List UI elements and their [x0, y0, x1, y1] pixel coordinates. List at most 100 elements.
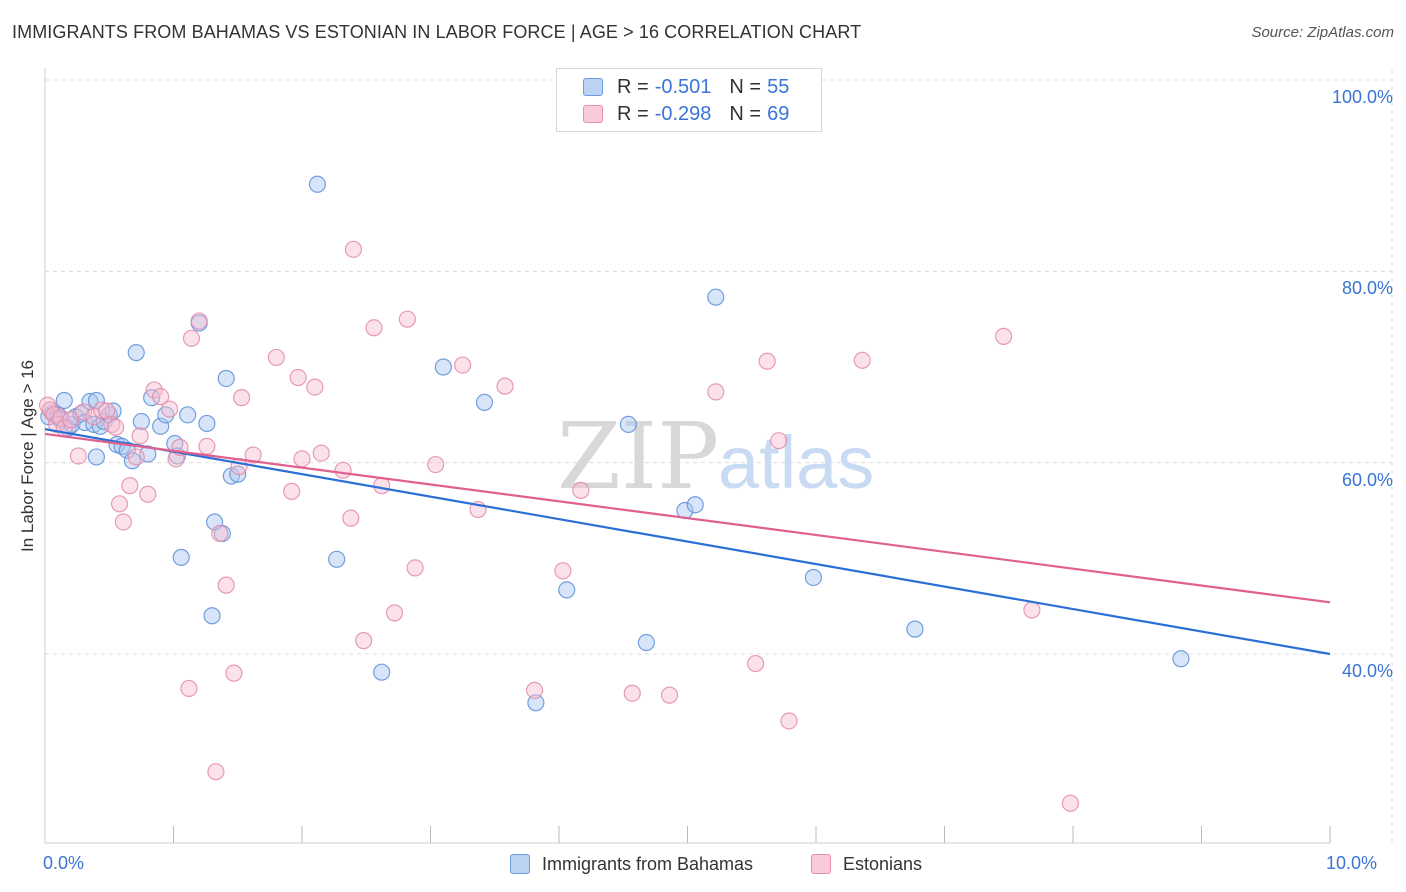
point-estonians [145, 381, 163, 399]
point-bahamas [707, 288, 725, 306]
legend-label-estonians: Estonians [843, 853, 923, 874]
point-estonians [293, 450, 311, 468]
legend-swatch-estonians [811, 854, 831, 874]
y-tick-label: 100.0% [1331, 87, 1393, 107]
point-estonians [572, 481, 590, 500]
point-estonians [211, 524, 229, 543]
point-bahamas [72, 405, 90, 423]
point-estonians [770, 432, 788, 450]
point-estonians [660, 686, 679, 704]
point-estonians [207, 763, 225, 781]
point-bahamas [179, 406, 197, 424]
point-estonians [365, 319, 383, 337]
point-bahamas [172, 548, 190, 566]
point-estonians [51, 409, 70, 427]
correlation-legend: R = -0.501 N = 55 R = -0.298 N = 69 [556, 68, 822, 132]
point-bahamas [686, 496, 704, 514]
point-estonians [217, 576, 235, 594]
legend-n-label: N = [729, 102, 762, 125]
point-estonians [69, 447, 88, 465]
legend-item-estonians: Estonians [811, 852, 922, 876]
point-bahamas [558, 581, 576, 599]
axis-layer [44, 68, 1331, 844]
point-estonians [344, 240, 362, 258]
point-bahamas [475, 393, 494, 411]
point-bahamas [434, 358, 452, 376]
point-bahamas [373, 663, 391, 681]
point-estonians [131, 427, 149, 445]
point-estonians [1023, 601, 1041, 619]
point-estonians [289, 368, 307, 387]
point-estonians [496, 377, 514, 395]
point-estonians [244, 446, 262, 464]
legend-item-bahamas: Immigrants from Bahamas [510, 852, 753, 876]
legend-label-bahamas: Immigrants from Bahamas [542, 853, 754, 874]
point-estonians [780, 712, 798, 730]
point-bahamas [328, 550, 346, 568]
chart-title: IMMIGRANTS FROM BAHAMAS VS ESTONIAN IN L… [12, 22, 862, 42]
point-estonians [342, 509, 360, 527]
trendline-bahamas [44, 428, 1331, 656]
point-estonians [225, 664, 243, 682]
point-estonians [233, 389, 251, 407]
watermark: ZIP atlas [557, 403, 874, 510]
point-estonians [121, 477, 139, 495]
point-estonians [114, 513, 132, 531]
y-tick-label: 60.0% [1341, 469, 1393, 490]
point-estonians [152, 388, 170, 406]
point-estonians [198, 437, 216, 456]
point-estonians [180, 679, 198, 698]
point-bahamas [906, 620, 924, 638]
point-estonians [62, 411, 80, 429]
point-estonians [747, 654, 765, 673]
source-credit: Source: ZipAtlas.com [1251, 24, 1394, 41]
point-estonians [385, 604, 404, 622]
trendline-estonians [44, 432, 1331, 604]
x-tick-max: 10.0% [1326, 853, 1378, 873]
point-estonians [454, 356, 472, 374]
point-estonians [182, 329, 201, 347]
point-bahamas [203, 607, 221, 625]
legend-r-label: R = [617, 102, 649, 125]
point-bahamas [619, 415, 637, 433]
point-estonians [1061, 794, 1080, 812]
point-estonians [427, 455, 445, 474]
point-bahamas [132, 412, 150, 431]
point-bahamas [127, 344, 145, 362]
legend-swatch-bahamas [583, 78, 603, 96]
point-estonians [406, 559, 424, 577]
point-bahamas [87, 448, 106, 466]
legend-r-value: -0.298 [654, 102, 712, 125]
x-tick-min: 0.0% [43, 853, 85, 873]
point-bahamas [804, 568, 823, 587]
legend-r-label: R = [617, 75, 649, 98]
point-estonians [110, 495, 129, 513]
legend-swatch-estonians [583, 105, 603, 123]
legend-n-value: 55 [767, 75, 790, 98]
point-estonians [373, 477, 391, 495]
point-estonians [306, 378, 324, 396]
point-estonians [161, 400, 179, 418]
point-estonians [74, 403, 93, 421]
point-estonians [623, 684, 641, 702]
point-estonians [127, 448, 145, 466]
point-estonians [853, 351, 871, 369]
point-bahamas [637, 633, 655, 652]
point-estonians [758, 352, 776, 370]
point-estonians [107, 418, 125, 436]
point-estonians [312, 444, 330, 462]
point-bahamas [527, 694, 545, 712]
watermark-atlas: atlas [718, 421, 874, 504]
point-bahamas [1172, 650, 1190, 668]
point-estonians [554, 562, 572, 580]
point-estonians [355, 632, 373, 650]
point-bahamas [55, 391, 73, 410]
point-estonians [190, 312, 208, 330]
point-estonians [995, 327, 1013, 345]
point-estonians [267, 348, 285, 367]
trend-layer [44, 428, 1331, 656]
point-bahamas [87, 391, 106, 410]
point-estonians [525, 681, 544, 699]
legend-n-label: N = [729, 75, 762, 98]
point-estonians [334, 461, 352, 479]
